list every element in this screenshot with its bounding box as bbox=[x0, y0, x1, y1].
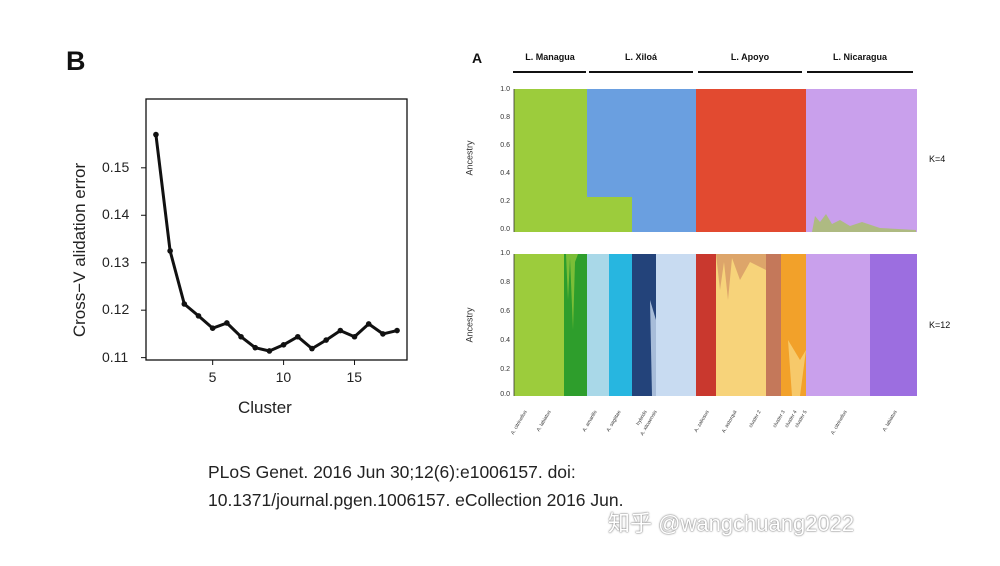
k4-noise-lavender bbox=[812, 214, 916, 232]
k12-block-paleblue bbox=[656, 254, 696, 396]
k12-block-purple bbox=[870, 254, 917, 396]
cv-data-point bbox=[266, 348, 273, 354]
watermark: 知乎 @wangchuang2022 bbox=[608, 511, 855, 536]
cv-error-line bbox=[154, 134, 398, 353]
lake-label-apoyo: L. Apoyo bbox=[730, 52, 770, 62]
k4-ytick: 0.0 bbox=[500, 226, 510, 233]
k12-block-lime bbox=[514, 254, 564, 396]
cv-data-point bbox=[351, 333, 358, 340]
k12-ytick: 0.4 bbox=[500, 337, 510, 344]
k12-block-cyan bbox=[609, 254, 632, 396]
k12-noise bbox=[566, 254, 578, 330]
k4-label: K=4 bbox=[929, 154, 946, 164]
cv-data-point bbox=[181, 301, 188, 307]
panel-b-letter: B bbox=[66, 46, 86, 76]
lake-label-managua: L. Managua bbox=[525, 52, 575, 62]
k12-noise bbox=[716, 254, 766, 300]
cv-data-point bbox=[195, 313, 202, 319]
citation-line-2: 10.1371/journal.pgen.1006157. eCollectio… bbox=[208, 490, 624, 510]
cv-data-point bbox=[224, 320, 230, 326]
cv-ytick-label: 0.12 bbox=[102, 301, 130, 318]
k4-ytick: 0.2 bbox=[500, 198, 510, 205]
cv-data-point bbox=[309, 345, 315, 352]
lake-divider-nicaragua bbox=[807, 71, 913, 73]
cv-error-points bbox=[153, 131, 400, 354]
k12-block-lightblue bbox=[587, 254, 609, 396]
k12-label: K=12 bbox=[929, 320, 951, 330]
cv-data-point bbox=[238, 333, 244, 340]
cv-data-point bbox=[280, 342, 287, 348]
cv-x-axis-label: Cluster bbox=[238, 398, 292, 417]
k4-ytick: 0.6 bbox=[500, 142, 510, 149]
lake-divider-xiloa bbox=[589, 71, 693, 73]
cv-data-point bbox=[167, 248, 173, 254]
lake-label-xiloa: L. Xiloá bbox=[624, 52, 657, 62]
cv-xtick-label: 5 bbox=[208, 369, 217, 385]
k12-block-lavender bbox=[806, 254, 870, 396]
cv-data-point bbox=[337, 327, 344, 334]
cv-ytick-label: 0.14 bbox=[102, 206, 130, 223]
structure-plot-k12 bbox=[513, 254, 917, 396]
k4-ytick: 0.8 bbox=[500, 114, 510, 121]
k12-noise bbox=[650, 300, 656, 396]
k12-ytick: 1.0 bbox=[500, 250, 510, 257]
k12-ytick: 0.8 bbox=[500, 279, 510, 286]
cv-xtick-label: 10 bbox=[275, 369, 292, 385]
citation: PLoS Genet. 2016 Jun 30;12(6):e1006157. … bbox=[208, 458, 623, 514]
citation-line-1: PLoS Genet. 2016 Jun 30;12(6):e1006157. … bbox=[208, 462, 576, 482]
k4-block-lime bbox=[514, 89, 587, 232]
lake-divider-apoyo bbox=[698, 71, 802, 73]
cv-xtick-label: 15 bbox=[346, 369, 363, 385]
k12-ytick: 0.2 bbox=[500, 366, 510, 373]
panel-a-letter: A bbox=[472, 50, 483, 66]
cv-ytick-label: 0.11 bbox=[102, 348, 129, 365]
cv-data-point bbox=[323, 337, 329, 343]
k4-block-lime-admix bbox=[587, 197, 632, 232]
cv-data-point bbox=[252, 344, 259, 351]
k4-block-lavender bbox=[806, 89, 917, 232]
k12-block-darkred bbox=[696, 254, 716, 396]
cv-data-point bbox=[294, 333, 301, 340]
structure-plot-k4 bbox=[513, 89, 917, 232]
cv-data-point bbox=[209, 325, 216, 332]
cv-plot-frame bbox=[145, 98, 408, 361]
k12-block-green bbox=[564, 254, 587, 396]
k4-block-red bbox=[696, 89, 806, 232]
cv-data-point bbox=[394, 327, 400, 334]
k4-ytick: 1.0 bbox=[500, 86, 510, 93]
k12-ytick: 0.0 bbox=[500, 391, 510, 398]
k12-ytick: 0.6 bbox=[500, 308, 510, 315]
k4-ytick: 0.4 bbox=[500, 170, 510, 177]
lake-label-nicaragua: L. Nicaragua bbox=[832, 52, 888, 62]
cv-ytick-label: 0.13 bbox=[102, 253, 130, 270]
cv-data-point bbox=[380, 331, 386, 337]
cv-ytick-label: 0.15 bbox=[102, 158, 130, 175]
cv-data-point bbox=[365, 321, 372, 327]
cv-tick-marks bbox=[141, 167, 356, 365]
lake-divider-managua bbox=[513, 71, 586, 73]
k12-block-brown bbox=[766, 254, 781, 396]
k12-noise bbox=[788, 340, 806, 396]
cv-data-point bbox=[153, 131, 159, 138]
